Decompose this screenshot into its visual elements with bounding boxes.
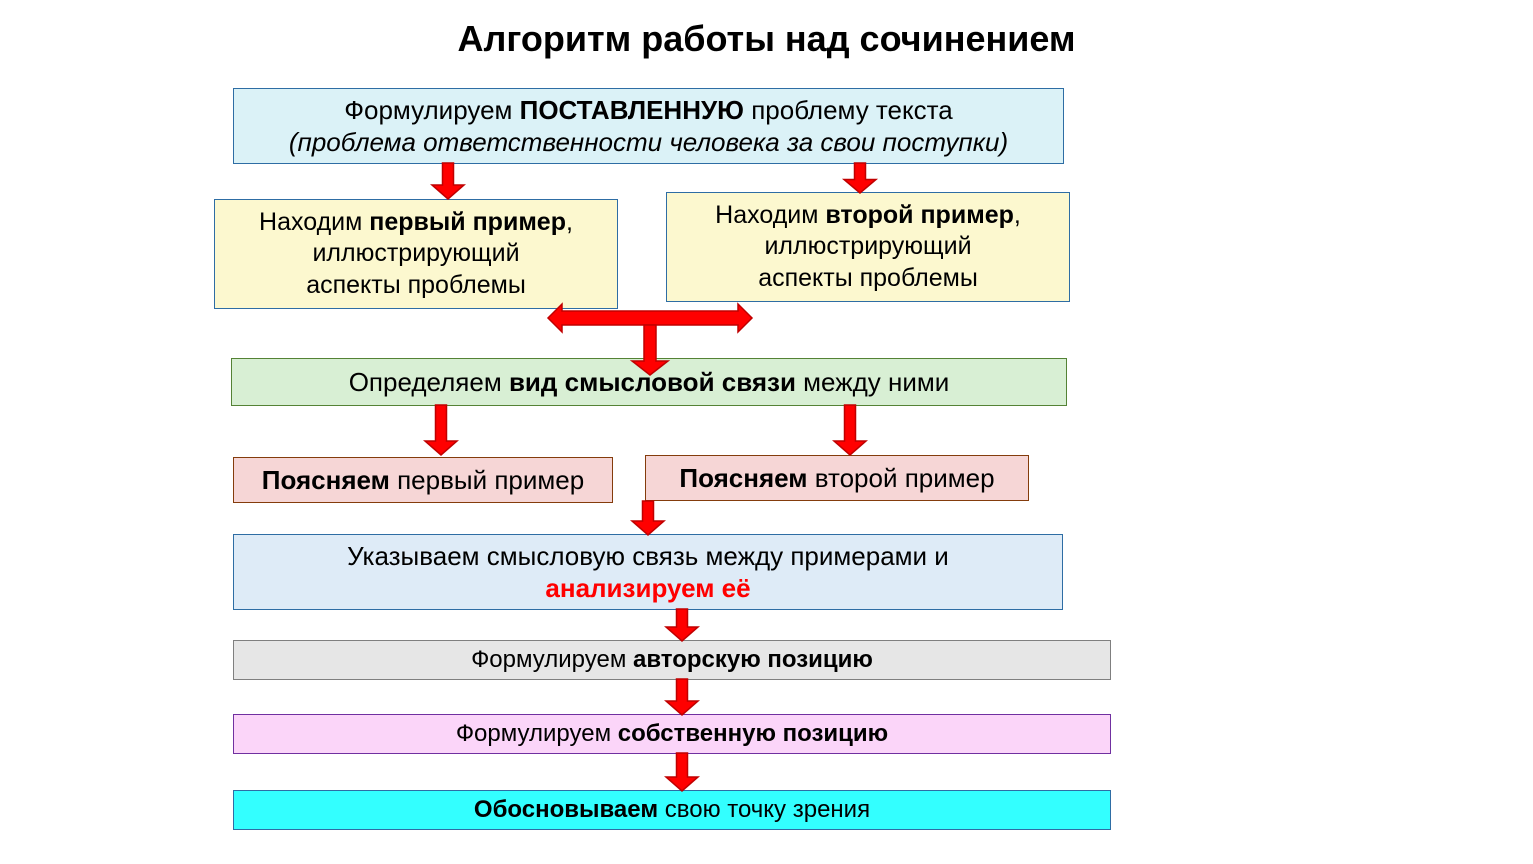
step-explain-first: Поясняем первый пример	[233, 457, 613, 503]
box4b-text: Поясняем второй пример	[679, 462, 994, 495]
box1-line1: Формулируем ПОСТАВЛЕННУЮ проблему текста	[344, 94, 953, 127]
box2b-line3: аспекты проблемы	[758, 263, 978, 294]
box2b-line1: Находим второй пример,	[715, 200, 1021, 231]
box6-text: Формулируем авторскую позицию	[471, 645, 873, 675]
box4a-text: Поясняем первый пример	[262, 464, 584, 497]
arrow-down-icon	[666, 679, 698, 715]
arrow-down-icon	[834, 405, 866, 455]
step-own-position: Формулируем собственную позицию	[233, 714, 1111, 754]
arrow-down-icon	[632, 501, 664, 535]
step-author-position: Формулируем авторскую позицию	[233, 640, 1111, 680]
step-explain-second: Поясняем второй пример	[645, 455, 1029, 501]
box8-text: Обосновываем свою точку зрения	[474, 795, 870, 825]
step-justify-view: Обосновываем свою точку зрения	[233, 790, 1111, 830]
box5-line2: анализируем её	[545, 572, 750, 605]
box2b-line2: иллюстрирующий	[764, 231, 971, 262]
diagram-title: Алгоритм работы над сочинением	[0, 18, 1533, 60]
step-formulate-problem: Формулируем ПОСТАВЛЕННУЮ проблему текста…	[233, 88, 1064, 164]
arrow-down-icon	[432, 163, 464, 199]
flowchart-canvas: Алгоритм работы над сочинением Формулиру…	[0, 0, 1533, 864]
box2a-line3: аспекты проблемы	[306, 270, 526, 301]
step-second-example: Находим второй пример, иллюстрирующий ас…	[666, 192, 1070, 302]
arrow-down-icon	[666, 753, 698, 791]
box1-line2: (проблема ответственности человека за св…	[289, 126, 1008, 159]
arrow-down-icon	[844, 163, 876, 193]
box2a-line2: иллюстрирующий	[312, 238, 519, 269]
arrow-t-down-icon	[548, 307, 752, 382]
step-first-example: Находим первый пример, иллюстрирующий ас…	[214, 199, 618, 309]
arrow-down-icon	[666, 609, 698, 641]
step-indicate-analyze-link: Указываем смысловую связь между примерам…	[233, 534, 1063, 610]
box2a-line1: Находим первый пример,	[259, 207, 573, 238]
box5-line1: Указываем смысловую связь между примерам…	[347, 540, 949, 573]
box7-text: Формулируем собственную позицию	[456, 719, 888, 749]
arrow-down-icon	[425, 405, 457, 455]
